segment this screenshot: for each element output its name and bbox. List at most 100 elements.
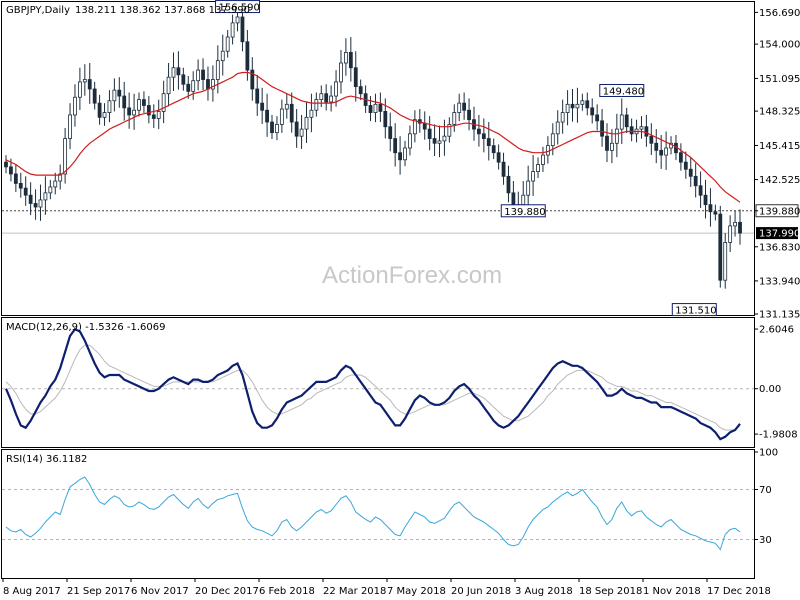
candle-body xyxy=(738,221,742,234)
candle-body xyxy=(142,99,146,106)
candle-body xyxy=(649,135,654,144)
candle-body xyxy=(388,126,393,139)
candle-body xyxy=(166,76,171,95)
candle-body xyxy=(107,100,112,113)
candle-body xyxy=(171,67,176,78)
x-tick-label: 17 Dec 2018 xyxy=(707,586,771,597)
candle-body xyxy=(196,69,201,82)
candle-body xyxy=(339,62,343,83)
rsi-line xyxy=(5,476,741,551)
candle-body xyxy=(718,213,723,281)
current-price-label: 137.990 xyxy=(759,229,800,240)
candle-body xyxy=(560,112,565,123)
candle-body xyxy=(230,22,235,38)
candle-body xyxy=(348,51,353,69)
y-tick-label: 154.000 xyxy=(759,40,800,51)
price-annotation-box xyxy=(671,303,717,317)
x-tick-label: 6 Nov 2017 xyxy=(131,586,189,597)
candle-body xyxy=(210,79,215,90)
candle-body xyxy=(511,192,516,206)
y-tick-label: 151.095 xyxy=(759,74,800,85)
candle-body xyxy=(496,152,501,163)
candle-body xyxy=(353,67,358,88)
candle-body xyxy=(4,161,8,168)
candle-body xyxy=(358,86,363,95)
y-tick-label: 142.525 xyxy=(759,175,800,186)
candle-body xyxy=(87,79,92,90)
candle-body xyxy=(28,194,33,204)
candle-body xyxy=(565,103,570,113)
y-tick-label: 136.830 xyxy=(759,242,800,253)
candle-body xyxy=(644,126,649,137)
x-tick-label: 18 Sep 2018 xyxy=(579,586,642,597)
candle-body xyxy=(501,161,506,177)
candle-body xyxy=(304,116,309,130)
candle-body xyxy=(68,114,72,139)
macd-y-tick-label: 2.6046 xyxy=(759,325,794,336)
candle-body xyxy=(595,114,600,122)
candle-body xyxy=(570,103,575,109)
moving-average-line xyxy=(5,71,741,203)
candle-body xyxy=(344,51,348,64)
candle-body xyxy=(82,79,87,83)
candle-body xyxy=(693,175,698,187)
candle-body xyxy=(733,221,737,227)
x-tick-label: 3 Aug 2018 xyxy=(515,586,573,597)
candle-body xyxy=(92,88,97,104)
candle-body xyxy=(708,204,713,213)
x-tick-label: 20 Dec 2017 xyxy=(195,586,259,597)
y-tick-label: 133.940 xyxy=(759,276,800,287)
candle-body xyxy=(329,95,334,103)
candle-body xyxy=(477,128,481,135)
candle-body xyxy=(688,168,693,177)
candle-body xyxy=(683,161,688,170)
candle-body xyxy=(156,111,161,119)
candle-body xyxy=(334,81,338,97)
candle-body xyxy=(201,69,205,80)
macd-signal-line xyxy=(5,344,741,431)
candle-body xyxy=(279,108,284,125)
candle-body xyxy=(378,103,383,112)
rsi-title: RSI(14) 36.1182 xyxy=(6,454,87,465)
candle-body xyxy=(324,93,329,103)
candle-body xyxy=(368,105,373,113)
candle-body xyxy=(432,138,437,144)
candle-body xyxy=(639,126,644,130)
candle-body xyxy=(220,50,225,62)
price-annotation-box xyxy=(599,83,645,97)
candle-body xyxy=(235,16,240,24)
ohlc-values: 138.211 138.362 137.868 137.990 xyxy=(75,5,250,16)
candle-body xyxy=(275,123,279,134)
candle-body xyxy=(33,203,38,208)
candle-body xyxy=(383,111,388,128)
candle-body xyxy=(181,74,186,85)
macd-y-tick-label: -1.9808 xyxy=(759,430,798,441)
rsi-y-tick-label: 100 xyxy=(759,448,778,459)
macd-panel xyxy=(1,317,755,448)
candle-body xyxy=(703,194,708,206)
candle-body xyxy=(299,128,304,137)
price-annotation-box xyxy=(500,204,546,218)
candle-body xyxy=(457,102,462,113)
candle-body xyxy=(462,102,467,111)
candle-body xyxy=(225,36,230,52)
candle-body xyxy=(629,126,634,135)
candle-body xyxy=(659,149,664,156)
candle-body xyxy=(605,135,609,151)
candle-body xyxy=(245,41,250,71)
candle-body xyxy=(191,80,196,92)
candle-body xyxy=(43,192,48,201)
candle-body xyxy=(555,121,560,135)
candle-body xyxy=(678,152,683,163)
candle-body xyxy=(373,103,378,113)
y-tick-label: 131.135 xyxy=(759,310,800,321)
candle-body xyxy=(289,103,294,123)
y-tick-label: 148.325 xyxy=(759,107,800,118)
candle-body xyxy=(13,173,18,184)
candle-body xyxy=(393,138,398,154)
candle-body xyxy=(127,107,132,116)
candle-body xyxy=(447,123,452,137)
candle-body xyxy=(526,180,531,196)
candle-body xyxy=(63,138,68,175)
